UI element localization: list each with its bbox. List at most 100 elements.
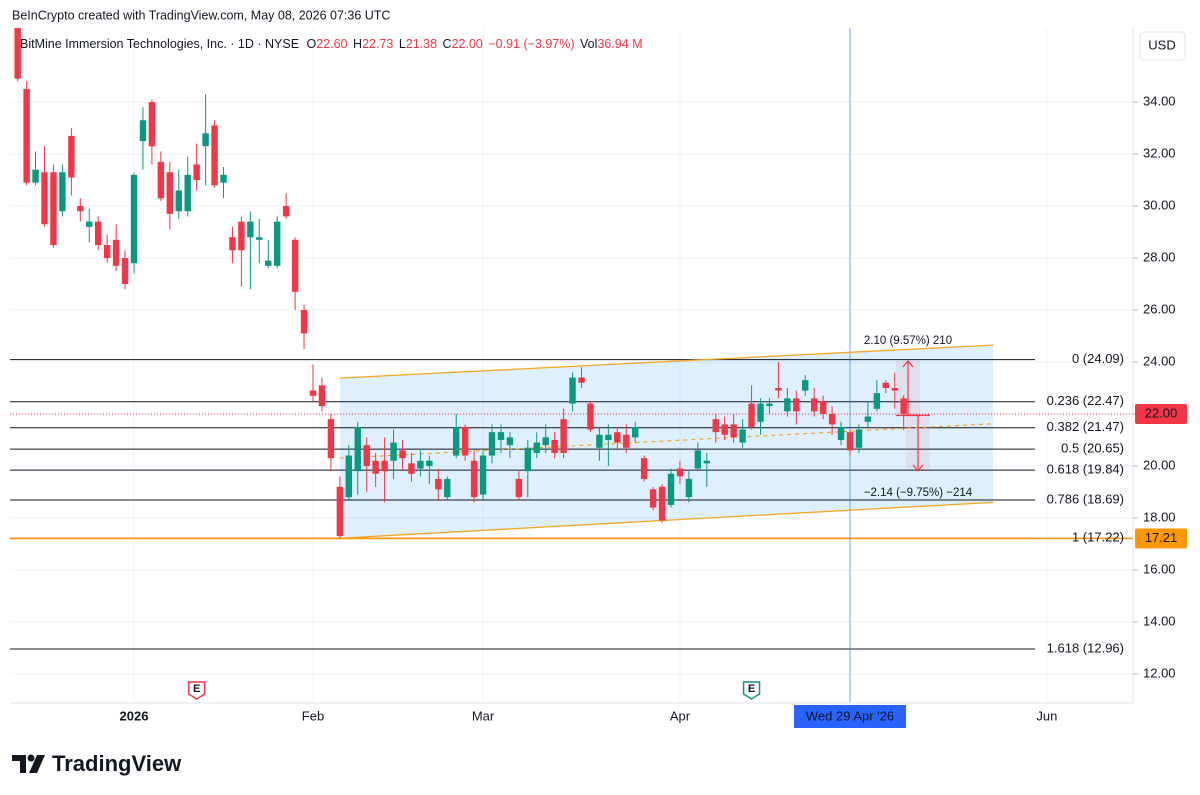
fib-label: 0.5 (20.65) bbox=[1061, 441, 1124, 456]
price-label-box bbox=[1135, 403, 1187, 424]
candle-body bbox=[676, 468, 684, 477]
x-tick-label: Mar bbox=[472, 708, 495, 723]
earnings-marker bbox=[187, 681, 206, 700]
y-tick-label: 32.00 bbox=[1143, 145, 1176, 160]
candle-body bbox=[488, 432, 496, 456]
candle-body bbox=[694, 450, 702, 469]
candle-body bbox=[327, 419, 335, 459]
ohlc-key: L bbox=[399, 37, 406, 51]
x-tick-label: Jun bbox=[1036, 708, 1057, 723]
candle-body bbox=[775, 387, 782, 391]
earnings-label: E bbox=[748, 683, 755, 695]
y-tick-label: 34.00 bbox=[1143, 94, 1176, 109]
ohlc-value: 21.38 bbox=[406, 37, 437, 51]
candle-body bbox=[596, 434, 603, 448]
candle-body bbox=[309, 390, 317, 396]
candle-body bbox=[399, 450, 406, 459]
candle-body bbox=[864, 416, 872, 422]
candle-body bbox=[103, 245, 111, 259]
fib-label: 1 (17.22) bbox=[1072, 530, 1124, 545]
candle-body bbox=[86, 221, 93, 227]
candle-body bbox=[667, 473, 675, 505]
candle-body bbox=[282, 206, 290, 217]
currency[interactable]: USD bbox=[1148, 37, 1175, 52]
candle-body bbox=[41, 172, 48, 225]
candle-body bbox=[291, 239, 299, 292]
y-tick-label: 20.00 bbox=[1143, 457, 1176, 472]
candle-body bbox=[408, 463, 415, 474]
y-tick-label: 14.00 bbox=[1143, 613, 1176, 628]
fib-label: 0.618 (19.84) bbox=[1047, 462, 1124, 477]
candle-body bbox=[497, 432, 505, 440]
candle-body bbox=[802, 380, 809, 391]
candle-body bbox=[712, 419, 719, 433]
candle-body bbox=[220, 174, 227, 183]
candle-body bbox=[14, 28, 21, 79]
candle-body bbox=[265, 260, 272, 266]
currency-box[interactable] bbox=[1139, 31, 1186, 61]
candle-body bbox=[229, 237, 236, 251]
fib-label: 1.618 (12.96) bbox=[1047, 640, 1124, 655]
candle-body bbox=[59, 172, 66, 212]
y-tick-label: 18.00 bbox=[1143, 509, 1176, 524]
candle-body bbox=[873, 393, 881, 409]
candle-body bbox=[461, 426, 469, 456]
candle-body bbox=[202, 133, 209, 147]
candle-body bbox=[372, 460, 379, 474]
candle-body bbox=[274, 221, 281, 266]
y-tick-label: 12.00 bbox=[1143, 665, 1176, 680]
candle-body bbox=[819, 400, 827, 414]
candle-body bbox=[435, 478, 442, 490]
candle-body bbox=[703, 460, 710, 464]
candle-body bbox=[390, 442, 397, 461]
x-tick-label: Feb bbox=[302, 708, 324, 723]
measure-label: 2.10 (9.57%) 210 bbox=[864, 335, 952, 347]
ohlc-key: C bbox=[443, 37, 452, 51]
logo-text: TradingView bbox=[52, 751, 182, 776]
candle-body bbox=[238, 221, 245, 251]
candle-body bbox=[193, 164, 200, 181]
candle-body bbox=[184, 174, 191, 212]
fib-label: 0.382 (21.47) bbox=[1047, 419, 1124, 434]
candle-body bbox=[515, 478, 523, 498]
candle-body bbox=[68, 135, 75, 178]
legend-row: BitMine Immersion Technologies, Inc. · 1… bbox=[20, 37, 643, 51]
measure-arrowhead bbox=[902, 360, 914, 368]
candle-body bbox=[112, 239, 120, 266]
candle-body bbox=[605, 434, 612, 440]
candle-body bbox=[506, 437, 514, 446]
volume-key: Vol bbox=[580, 37, 597, 51]
fib-label: 0.786 (18.69) bbox=[1047, 491, 1124, 506]
y-tick-label: 16.00 bbox=[1143, 561, 1176, 576]
crosshair-label: Wed 29 Apr '26 bbox=[806, 708, 894, 723]
candle-body bbox=[614, 432, 621, 443]
candle-body bbox=[354, 426, 361, 472]
candle-body bbox=[837, 426, 845, 440]
candle-body bbox=[470, 460, 478, 498]
logo-icon bbox=[27, 754, 35, 762]
ohlc-value: 22.73 bbox=[362, 37, 393, 51]
candle-body bbox=[739, 429, 746, 443]
candle-body bbox=[623, 434, 630, 448]
candle-body bbox=[560, 419, 567, 453]
fib-label: 0 (24.09) bbox=[1072, 351, 1124, 366]
candle-body bbox=[649, 489, 657, 508]
candle-body bbox=[811, 398, 818, 412]
candle-body bbox=[363, 445, 370, 466]
candle-body bbox=[891, 387, 898, 391]
candle-body bbox=[175, 190, 182, 212]
price-label: 22.00 bbox=[1145, 405, 1178, 420]
symbol: BitMine Immersion Technologies, Inc. · 1… bbox=[20, 37, 299, 51]
y-tick-label: 26.00 bbox=[1143, 301, 1176, 316]
candle-body bbox=[417, 460, 424, 469]
ohlc-value: 22.60 bbox=[316, 37, 347, 51]
channel-midline bbox=[339, 423, 994, 459]
y-tick-label: 30.00 bbox=[1143, 197, 1176, 212]
fib-label: 0.236 (22.47) bbox=[1047, 393, 1124, 408]
channel-top bbox=[339, 344, 994, 379]
candle-body bbox=[121, 258, 129, 285]
earnings-label: E bbox=[193, 683, 200, 695]
candle-body bbox=[23, 89, 30, 183]
